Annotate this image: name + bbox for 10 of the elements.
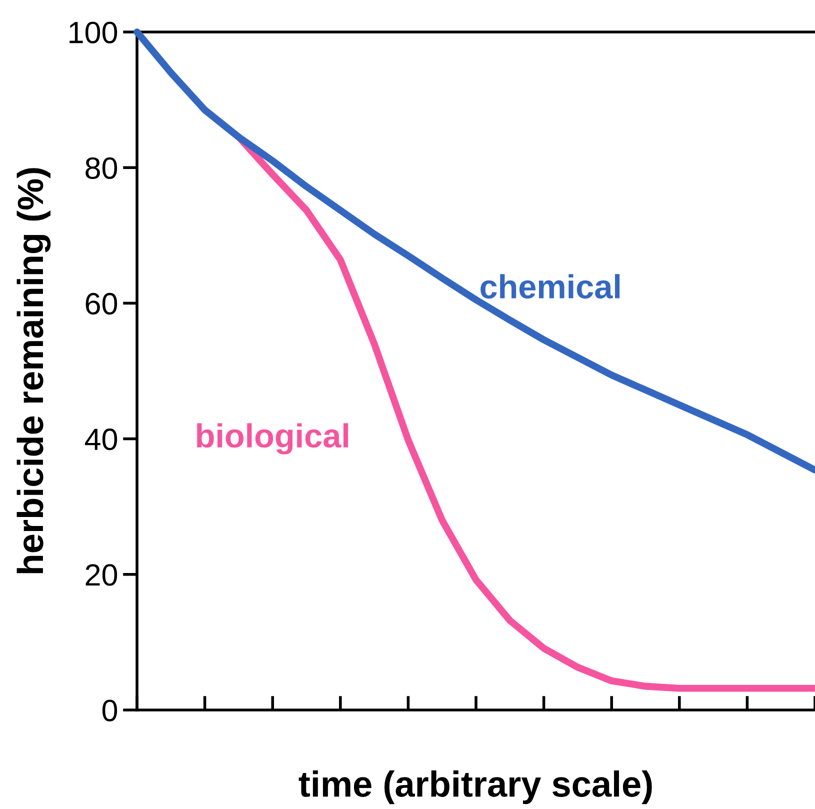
y-tick-label: 20: [86, 564, 118, 586]
y-tick-label: 80: [86, 157, 118, 179]
y-tick-label: 60: [86, 292, 118, 315]
y-tick-label: 40: [84, 428, 118, 450]
y-axis-title: herbicide remaining (%): [16, 168, 51, 574]
annotation: chemical: [480, 274, 620, 299]
x-axis-title: time (arbitrary scale): [298, 770, 652, 804]
y-tick-label: 100: [70, 22, 118, 44]
y-tick-label: 0: [102, 700, 118, 722]
annotation: biological: [197, 423, 348, 454]
